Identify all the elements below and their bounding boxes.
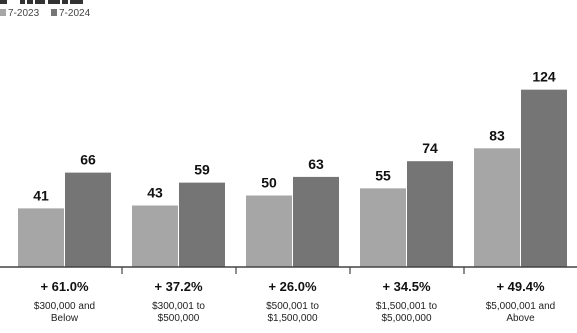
change-label-4: + 34.5% (382, 279, 431, 294)
value-label-7-2023-2: 43 (147, 185, 163, 201)
value-labels-group: 41 66 43 59 50 63 55 74 83 124 (33, 69, 556, 204)
bar-7-2024-5 (521, 89, 567, 268)
value-label-7-2024-1: 66 (80, 152, 96, 168)
value-label-7-2024-4: 74 (422, 140, 438, 156)
category-labels-group: $300,000 and Below $300,001 to $500,000 $500… (34, 301, 555, 324)
bar-7-2023-4 (360, 188, 406, 267)
value-label-7-2024-5: 124 (532, 69, 556, 85)
category-label-2: $300,001 to $500,000 (152, 301, 205, 324)
value-label-7-2024-3: 63 (308, 156, 324, 172)
change-labels-group: + 61.0% + 37.2% + 26.0% + 34.5% + 49.4% (40, 279, 545, 294)
legend-swatch-2024 (51, 9, 57, 16)
bar-7-2023-3 (246, 195, 292, 267)
bar-7-2023-5 (474, 148, 520, 267)
category-label-5: $5,000,001 and Above (486, 301, 556, 324)
x-axis-ticks (121, 267, 465, 274)
category-label-4: $1,500,001 to $5,000,000 (376, 301, 438, 324)
bar-7-2024-2 (179, 182, 225, 267)
value-label-7-2023-4: 55 (375, 167, 391, 183)
value-label-7-2023-1: 41 (33, 187, 49, 203)
bar-7-2023-1 (18, 208, 64, 267)
cut-off-title (0, 0, 83, 4)
change-label-1: + 61.0% (40, 279, 89, 294)
legend-swatch-2023 (0, 9, 6, 16)
category-label-1: $300,000 and Below (34, 301, 95, 324)
bar-7-2024-4 (407, 161, 453, 267)
value-label-7-2023-5: 83 (489, 127, 505, 143)
bars-group (18, 89, 567, 268)
change-label-2: + 37.2% (154, 279, 203, 294)
change-label-3: + 26.0% (268, 279, 317, 294)
legend: 7-2023 7-2024 (0, 8, 91, 19)
bar-7-2023-2 (132, 205, 178, 267)
bar-7-2024-1 (65, 172, 111, 267)
change-label-5: + 49.4% (496, 279, 545, 294)
value-label-7-2023-3: 50 (261, 175, 277, 191)
legend-label-2024: 7-2024 (59, 8, 91, 19)
bar-7-2024-3 (293, 176, 339, 267)
value-label-7-2024-2: 59 (194, 162, 210, 178)
legend-label-2023: 7-2023 (8, 8, 40, 19)
category-label-3: $500,001 to $1,500,000 (266, 301, 319, 324)
